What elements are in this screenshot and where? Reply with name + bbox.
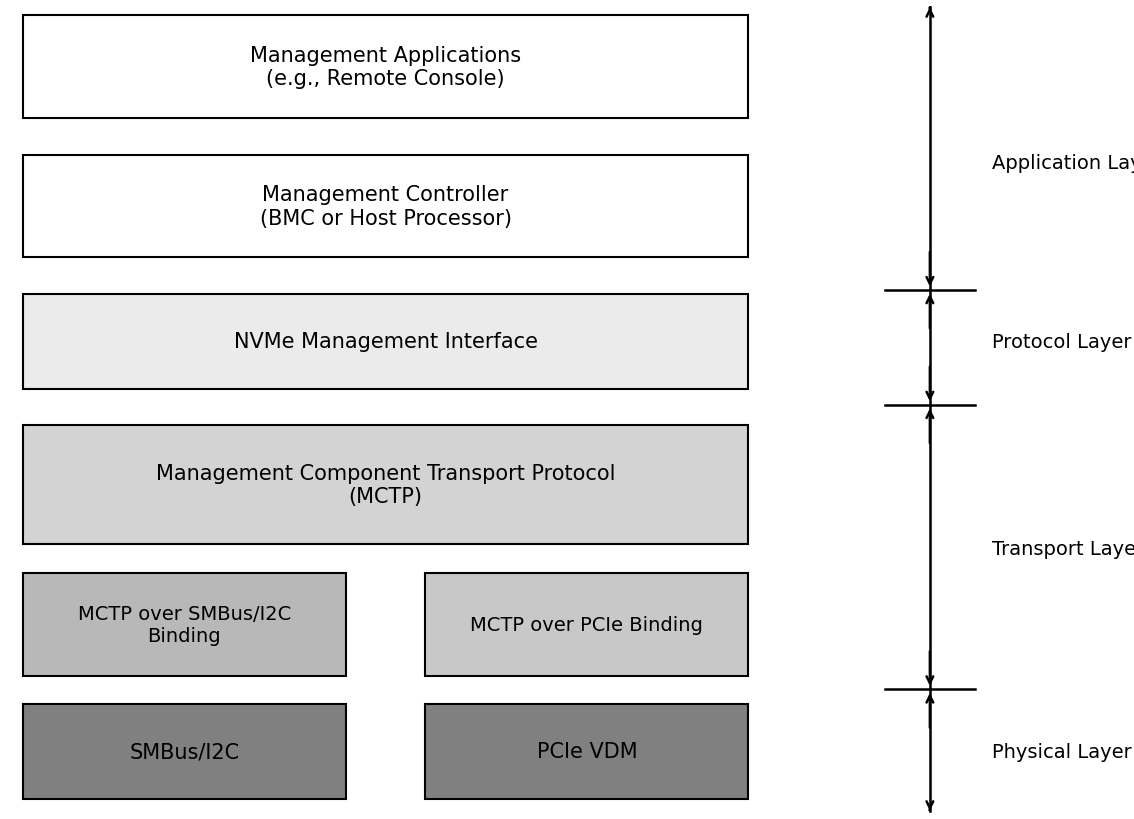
Text: MCTP over SMBus/I2C
Binding: MCTP over SMBus/I2C Binding [77, 604, 291, 645]
Text: Application Layer: Application Layer [992, 154, 1134, 174]
FancyBboxPatch shape [425, 573, 748, 676]
FancyBboxPatch shape [23, 573, 346, 676]
Text: Transport Layer: Transport Layer [992, 539, 1134, 559]
Text: PCIe VDM: PCIe VDM [536, 741, 637, 762]
Text: Management Controller
(BMC or Host Processor): Management Controller (BMC or Host Proce… [260, 185, 511, 229]
Text: Physical Layer: Physical Layer [992, 742, 1132, 762]
FancyBboxPatch shape [23, 704, 346, 799]
FancyBboxPatch shape [23, 156, 748, 258]
Text: Management Component Transport Protocol
(MCTP): Management Component Transport Protocol … [155, 464, 616, 507]
FancyBboxPatch shape [425, 704, 748, 799]
FancyBboxPatch shape [23, 295, 748, 389]
Text: Protocol Layer: Protocol Layer [992, 333, 1132, 352]
Text: SMBus/I2C: SMBus/I2C [129, 741, 239, 762]
Text: Management Applications
(e.g., Remote Console): Management Applications (e.g., Remote Co… [249, 46, 522, 89]
Text: NVMe Management Interface: NVMe Management Interface [234, 332, 538, 352]
FancyBboxPatch shape [23, 16, 748, 119]
FancyBboxPatch shape [23, 426, 748, 545]
Text: MCTP over PCIe Binding: MCTP over PCIe Binding [471, 615, 703, 634]
